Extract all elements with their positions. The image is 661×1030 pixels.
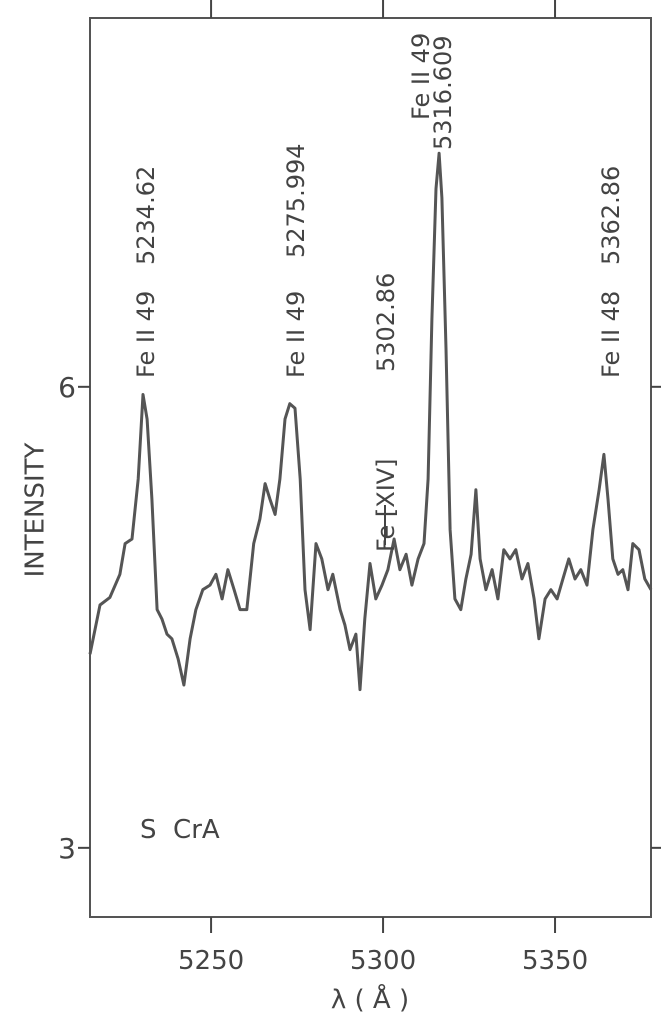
line-annotation: 5362.86 bbox=[597, 166, 625, 265]
line-annotation: Fe II 48 bbox=[597, 291, 625, 378]
x-axis-label: λ ( Å ) bbox=[331, 983, 409, 1015]
line-annotation: 5316.609 bbox=[429, 35, 457, 150]
line-annotation: Fe [XIV] bbox=[372, 458, 400, 552]
spectrum-line bbox=[88, 151, 653, 692]
line-annotation: Fe II 49 bbox=[132, 291, 160, 378]
line-annotation: 5302.86 bbox=[372, 273, 400, 372]
object-label: S CrA bbox=[140, 815, 220, 845]
y-axis-label: INTENSITY bbox=[21, 442, 51, 577]
plot-frame bbox=[89, 17, 652, 918]
y-tick-label: 6 bbox=[58, 371, 76, 404]
x-tick-label: 5250 bbox=[178, 946, 244, 976]
line-annotation: 5234.62 bbox=[132, 166, 160, 265]
line-annotation: Fe II 49 bbox=[282, 291, 310, 378]
y-tick-label: 3 bbox=[58, 832, 76, 865]
line-annotation: 5275.994 bbox=[282, 143, 310, 258]
x-tick-label: 5350 bbox=[522, 946, 588, 976]
line-annotation: Fe II 49 bbox=[407, 33, 435, 120]
x-tick-label: 5300 bbox=[350, 946, 416, 976]
